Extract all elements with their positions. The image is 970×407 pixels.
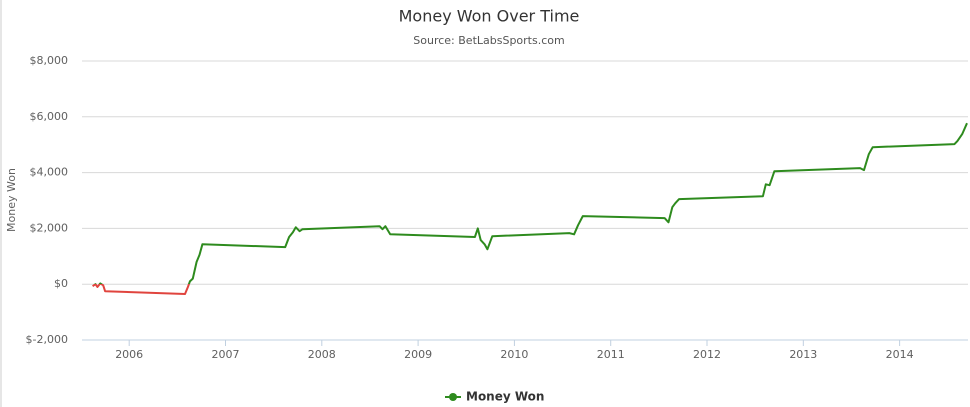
- legend-marker: [449, 393, 457, 401]
- x-tick-label: 2008: [308, 348, 336, 361]
- x-tick-label: 2013: [789, 348, 817, 361]
- x-tick-label: 2014: [886, 348, 914, 361]
- x-tick-label: 2009: [404, 348, 432, 361]
- series-line: [92, 122, 968, 295]
- y-axis-label: Money Won: [5, 168, 18, 232]
- y-tick-label: $0: [54, 277, 68, 290]
- x-tick-label: 2012: [693, 348, 721, 361]
- y-tick-label: $8,000: [30, 54, 69, 67]
- x-tick-label: 2011: [597, 348, 625, 361]
- x-tick-label: 2006: [115, 348, 143, 361]
- y-tick-label: $-2,000: [26, 333, 68, 346]
- chart-subtitle: Source: BetLabsSports.com: [413, 34, 564, 47]
- y-tick-label: $6,000: [30, 110, 69, 123]
- x-tick-label: 2007: [211, 348, 239, 361]
- y-tick-label: $2,000: [30, 221, 69, 234]
- legend-label: Money Won: [466, 390, 544, 404]
- x-tick-label: 2010: [500, 348, 528, 361]
- y-tick-label: $4,000: [30, 166, 69, 179]
- chart-title: Money Won Over Time: [399, 7, 580, 26]
